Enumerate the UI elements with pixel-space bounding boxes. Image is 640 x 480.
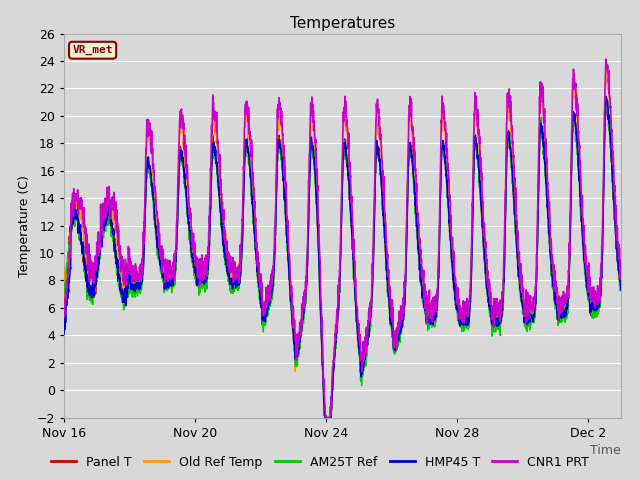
HMP45 T <box>367 316 374 322</box>
Old Ref Temp <box>603 60 611 66</box>
Line: Panel T: Panel T <box>64 96 621 418</box>
Panel T <box>617 276 625 282</box>
AM25T Ref <box>321 415 328 420</box>
Old Ref Temp <box>227 266 235 272</box>
CNR1 PRT <box>602 56 610 62</box>
Text: Time: Time <box>590 444 621 457</box>
Panel T <box>104 206 111 212</box>
AM25T Ref <box>180 174 188 180</box>
CNR1 PRT <box>180 146 188 152</box>
Text: VR_met: VR_met <box>72 45 113 55</box>
HMP45 T <box>499 298 507 303</box>
AM25T Ref <box>617 276 625 282</box>
Panel T <box>60 308 68 314</box>
AM25T Ref <box>173 238 180 244</box>
Panel T <box>180 171 188 177</box>
AM25T Ref <box>104 214 111 220</box>
Old Ref Temp <box>173 226 180 232</box>
Old Ref Temp <box>180 144 188 150</box>
Y-axis label: Temperature (C): Temperature (C) <box>18 175 31 276</box>
Line: HMP45 T: HMP45 T <box>64 97 621 418</box>
Title: Temperatures: Temperatures <box>290 16 395 31</box>
Panel T <box>499 300 507 305</box>
HMP45 T <box>321 415 329 420</box>
Panel T <box>173 234 180 240</box>
Old Ref Temp <box>60 283 68 289</box>
Legend: Panel T, Old Ref Temp, AM25T Ref, HMP45 T, CNR1 PRT: Panel T, Old Ref Temp, AM25T Ref, HMP45 … <box>46 451 594 474</box>
HMP45 T <box>227 279 235 285</box>
CNR1 PRT <box>60 314 68 320</box>
HMP45 T <box>60 331 68 336</box>
Old Ref Temp <box>367 321 374 327</box>
HMP45 T <box>180 166 188 172</box>
AM25T Ref <box>60 284 68 289</box>
Line: Old Ref Temp: Old Ref Temp <box>64 63 621 418</box>
CNR1 PRT <box>173 216 180 222</box>
Panel T <box>227 282 235 288</box>
HMP45 T <box>173 237 180 243</box>
CNR1 PRT <box>367 308 374 313</box>
HMP45 T <box>617 287 625 293</box>
CNR1 PRT <box>322 415 330 420</box>
AM25T Ref <box>499 297 507 302</box>
CNR1 PRT <box>104 199 111 204</box>
Line: AM25T Ref: AM25T Ref <box>64 101 621 418</box>
HMP45 T <box>602 94 610 100</box>
AM25T Ref <box>367 329 374 335</box>
Old Ref Temp <box>499 298 507 303</box>
AM25T Ref <box>603 98 611 104</box>
CNR1 PRT <box>227 263 235 269</box>
CNR1 PRT <box>617 270 625 276</box>
HMP45 T <box>104 207 111 213</box>
AM25T Ref <box>227 284 235 290</box>
Panel T <box>321 415 328 420</box>
Line: CNR1 PRT: CNR1 PRT <box>64 59 621 418</box>
Old Ref Temp <box>617 281 625 287</box>
Panel T <box>367 317 374 323</box>
Panel T <box>602 94 610 99</box>
Old Ref Temp <box>321 415 329 420</box>
Old Ref Temp <box>104 202 111 207</box>
CNR1 PRT <box>499 290 507 296</box>
